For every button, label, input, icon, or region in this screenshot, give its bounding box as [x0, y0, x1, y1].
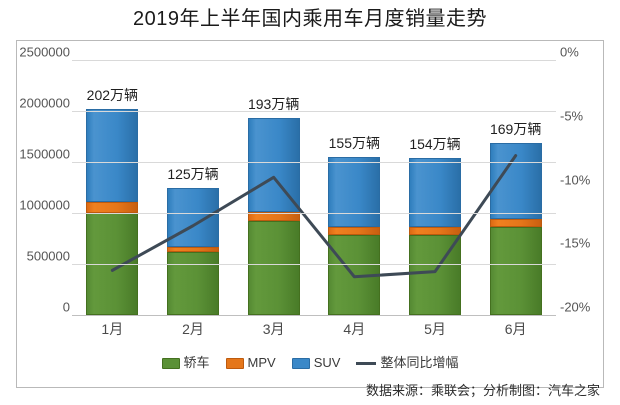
legend-swatch-icon — [225, 357, 244, 369]
bar-value-label: 154万辆 — [409, 135, 461, 152]
bar-segment-suv[interactable] — [328, 156, 381, 228]
bar-segment-mpv[interactable] — [86, 201, 139, 213]
gridline — [72, 264, 556, 265]
bar-segment-mpv[interactable] — [489, 218, 542, 227]
bar-segment-suv[interactable] — [489, 142, 542, 219]
right-axis: -20% -15% -10% -5% 0% — [560, 46, 616, 322]
x-axis: 1月 2月 3月 4月 5月 6月 — [72, 318, 556, 344]
bar-segment-mpv[interactable] — [328, 227, 381, 236]
bar-value-label: 125万辆 — [167, 165, 219, 182]
gridline — [72, 162, 556, 163]
x-axis-tick: 1月 — [101, 321, 124, 337]
bar-group[interactable] — [167, 60, 219, 315]
legend-swatch-icon — [161, 357, 180, 369]
left-axis-tick: 500000 — [26, 248, 70, 264]
right-axis-tick: -20% — [560, 299, 591, 315]
bar-value-label: 155万辆 — [328, 134, 380, 151]
left-axis-tick: 1000000 — [19, 197, 70, 213]
bar-segment-car[interactable] — [409, 235, 461, 315]
right-axis-tick: -5% — [560, 108, 584, 124]
x-axis-tick: 3月 — [262, 321, 285, 337]
legend-item[interactable]: SUV — [291, 355, 341, 371]
bar-segment-suv[interactable] — [409, 157, 461, 228]
x-axis-tick: 6月 — [504, 321, 527, 337]
bar-segment-car[interactable] — [247, 221, 300, 315]
legend-item[interactable]: MPV — [225, 355, 276, 371]
gridline — [72, 60, 556, 61]
x-axis-tick: 2月 — [182, 321, 204, 337]
right-axis-tick: 0% — [560, 44, 579, 60]
legend-item-label: 轿车 — [183, 355, 210, 370]
legend-item-label: MPV — [247, 355, 276, 370]
bar-group[interactable] — [489, 60, 542, 315]
bar-segment-car[interactable] — [328, 235, 381, 315]
gridline — [72, 111, 556, 112]
gridline — [72, 315, 556, 316]
legend-item-label: SUV — [313, 355, 341, 370]
bar-value-label: 202万辆 — [86, 86, 139, 103]
left-axis-tick: 2000000 — [19, 95, 70, 111]
legend-line-icon — [356, 361, 377, 365]
x-axis-tick: 5月 — [424, 321, 446, 337]
left-axis-tick: 2500000 — [19, 44, 70, 60]
legend-swatch-icon — [291, 357, 310, 369]
legend-item[interactable]: 整体同比增幅 — [356, 355, 458, 371]
bar-segment-car[interactable] — [167, 252, 219, 315]
chart-legend: 轿车 MPV SUV 整体同比增幅 — [16, 352, 604, 374]
right-axis-tick: -10% — [560, 172, 591, 187]
bar-segment-mpv[interactable] — [409, 227, 461, 236]
plot-area: 202万辆 125万辆 193万辆 155万辆 154万辆 169万辆 — [72, 60, 556, 316]
left-axis: 0 500000 1000000 1500000 2000000 2500000 — [0, 46, 70, 322]
bar-segment-mpv[interactable] — [167, 247, 219, 253]
legend-item[interactable]: 轿车 — [161, 355, 210, 371]
left-axis-tick: 0 — [62, 299, 70, 315]
source-note: 数据来源：乘联会；分析制图：汽车之家 — [365, 383, 600, 398]
right-axis-tick: -15% — [560, 235, 591, 251]
bar-group[interactable] — [328, 60, 381, 315]
left-axis-tick: 1500000 — [19, 146, 70, 162]
bar-segment-suv[interactable] — [167, 187, 219, 248]
bar-value-label: 193万辆 — [247, 96, 300, 113]
bar-segment-suv[interactable] — [86, 108, 139, 202]
x-axis-tick: 4月 — [343, 321, 366, 337]
bar-series-container: 202万辆 125万辆 193万辆 155万辆 154万辆 169万辆 — [72, 60, 556, 315]
bar-segment-car[interactable] — [489, 226, 542, 315]
bar-value-label: 169万辆 — [489, 120, 542, 137]
bar-group[interactable] — [409, 60, 461, 315]
bar-segment-suv[interactable] — [247, 118, 300, 212]
gridline — [72, 213, 556, 214]
legend-item-label: 整体同比增幅 — [380, 355, 459, 370]
page-title: 2019年上半年国内乘用车月度销量走势 — [133, 8, 487, 30]
